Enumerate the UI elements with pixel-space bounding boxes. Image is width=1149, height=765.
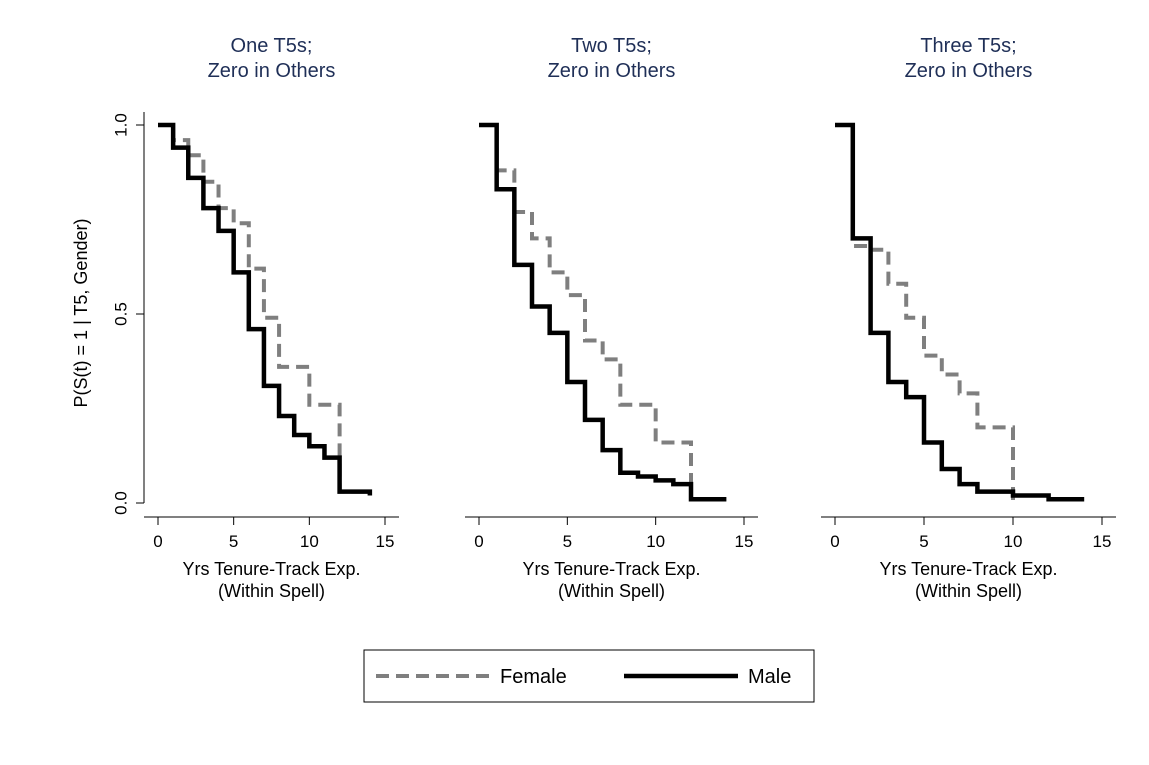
x-axis-label-line-2: (Within Spell): [558, 581, 665, 601]
chart-panel-1: One T5s; Zero in Others 0 5 10 15 Yrs Tenure-T…: [144, 35, 399, 601]
panel-title-line-2: Zero in Others: [905, 60, 1033, 82]
x-axis-label-line-1: Yrs Tenure-Track Exp.: [182, 559, 360, 579]
legend-label-male: Male: [748, 666, 791, 688]
series-line-female: [158, 123, 372, 496]
y-tick-label-1: 0.5: [111, 302, 130, 326]
y-tick-label-0: 0.0: [111, 491, 130, 515]
series-line-male: [479, 122, 727, 502]
legend-box: [363, 649, 815, 703]
x-axis-label-line-1: Yrs Tenure-Track Exp.: [879, 559, 1057, 579]
panel-title-line-1: Two T5s;: [571, 35, 652, 57]
legend: Female Male: [363, 649, 815, 703]
y-axis-label: P(S(t) = 1 | T5, Gender): [71, 219, 91, 408]
x-tick-label-0: 0: [153, 532, 162, 551]
series-line-female: [835, 123, 1015, 503]
panel-title-line-1: Three T5s;: [920, 35, 1016, 57]
x-tick-label-3: 15: [376, 532, 395, 551]
chart-panel-2: Two T5s; Zero in Others 0 5 10 15 Yrs Tenure-T…: [465, 35, 758, 601]
series-line-male: [158, 122, 373, 496]
x-tick-label-1: 5: [919, 532, 928, 551]
x-axis-label-line-2: (Within Spell): [915, 581, 1022, 601]
panel-title-line-1: One T5s;: [231, 35, 313, 57]
x-tick-label-0: 0: [474, 532, 483, 551]
x-tick-label-0: 0: [830, 532, 839, 551]
x-tick-label-3: 15: [735, 532, 754, 551]
x-tick-label-1: 5: [229, 532, 238, 551]
panel-title-line-2: Zero in Others: [548, 60, 676, 82]
y-tick-label-2: 1.0: [111, 113, 130, 137]
chart-panel-3: Three T5s; Zero in Others 0 5 10 15 Yrs Tenure…: [821, 35, 1116, 601]
x-tick-label-1: 5: [563, 532, 572, 551]
x-tick-label-2: 10: [646, 532, 665, 551]
x-tick-label-2: 10: [300, 532, 319, 551]
x-tick-label-3: 15: [1093, 532, 1112, 551]
series-line-male: [835, 122, 1085, 502]
panel-title-line-2: Zero in Others: [208, 60, 336, 82]
legend-label-female: Female: [500, 666, 567, 688]
x-tick-label-2: 10: [1004, 532, 1023, 551]
x-axis-label-line-2: (Within Spell): [218, 581, 325, 601]
x-axis-label-line-1: Yrs Tenure-Track Exp.: [522, 559, 700, 579]
